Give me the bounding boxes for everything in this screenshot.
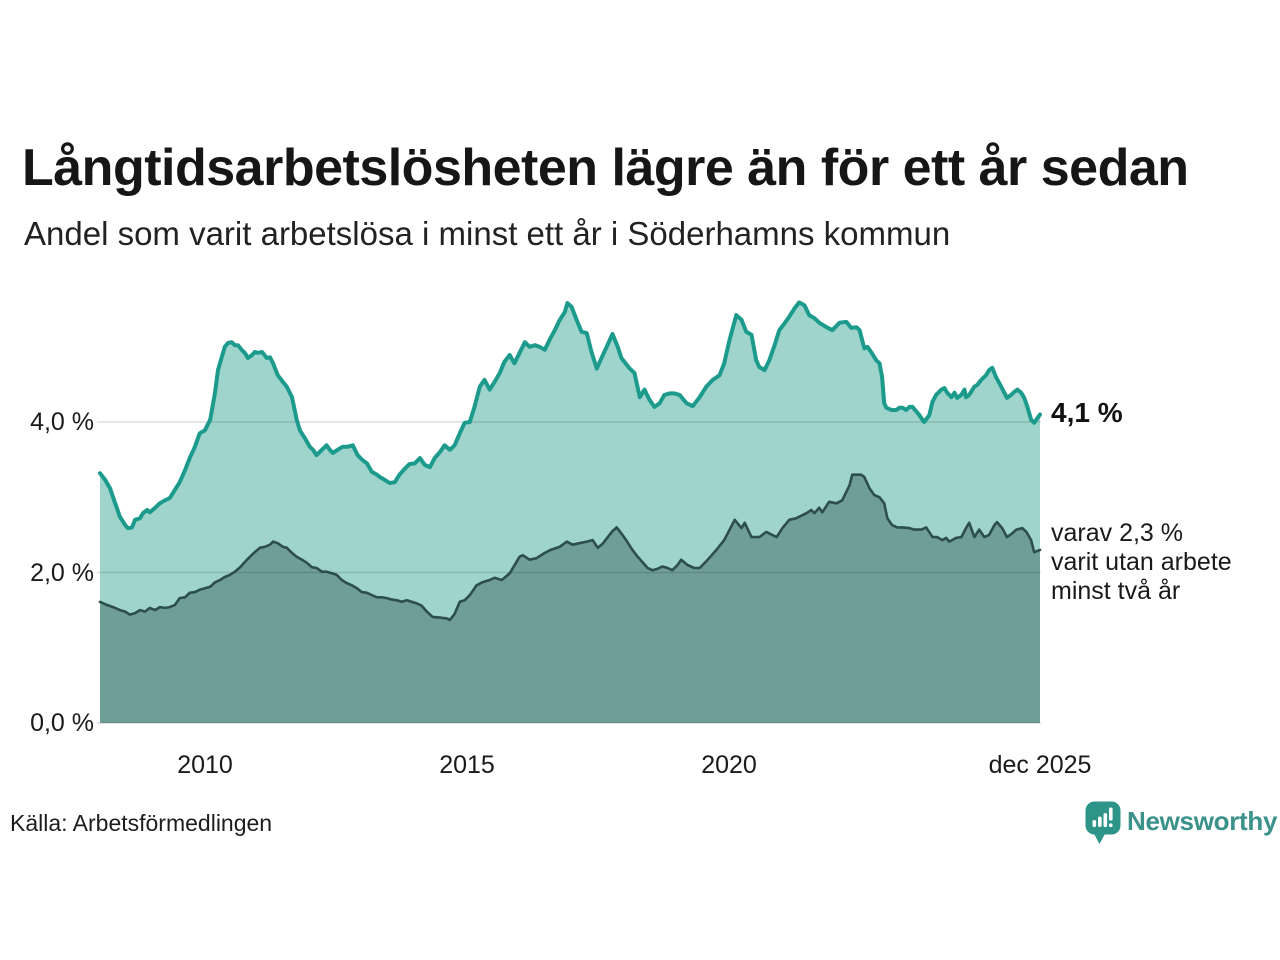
chart-subtitle: Andel som varit arbetslösa i minst ett å… <box>24 215 951 252</box>
secondary-annotation-line: minst två år <box>1051 577 1181 605</box>
bar-chart-speech-bubble-icon <box>1085 801 1121 844</box>
secondary-annotation-line: varav 2,3 % <box>1051 519 1184 547</box>
end-value-label: 4,1 % <box>1051 397 1123 428</box>
secondary-annotation-line: varit utan arbete <box>1051 548 1232 576</box>
x-tick-label: 2010 <box>177 751 233 779</box>
source-label: Källa: Arbetsförmedlingen <box>10 810 273 836</box>
y-tick-label: 0,0 % <box>30 709 94 737</box>
y-tick-label: 4,0 % <box>30 408 94 436</box>
x-tick-label: 2020 <box>701 751 757 779</box>
brand-wordmark: Newsworthy <box>1127 806 1278 836</box>
series-total-line <box>98 300 1042 531</box>
x-tick-label: 2015 <box>439 751 495 779</box>
x-tick-label: dec 2025 <box>988 751 1092 779</box>
y-tick-label: 2,0 % <box>30 559 94 587</box>
secondary-annotation: varav 2,3 % varit utan arbete minst två … <box>1051 519 1232 606</box>
series-two-years-line <box>98 473 1042 622</box>
series-two-years-area <box>100 474 1040 723</box>
page-title: Långtidsarbetslösheten lägre än för ett … <box>22 139 1189 197</box>
